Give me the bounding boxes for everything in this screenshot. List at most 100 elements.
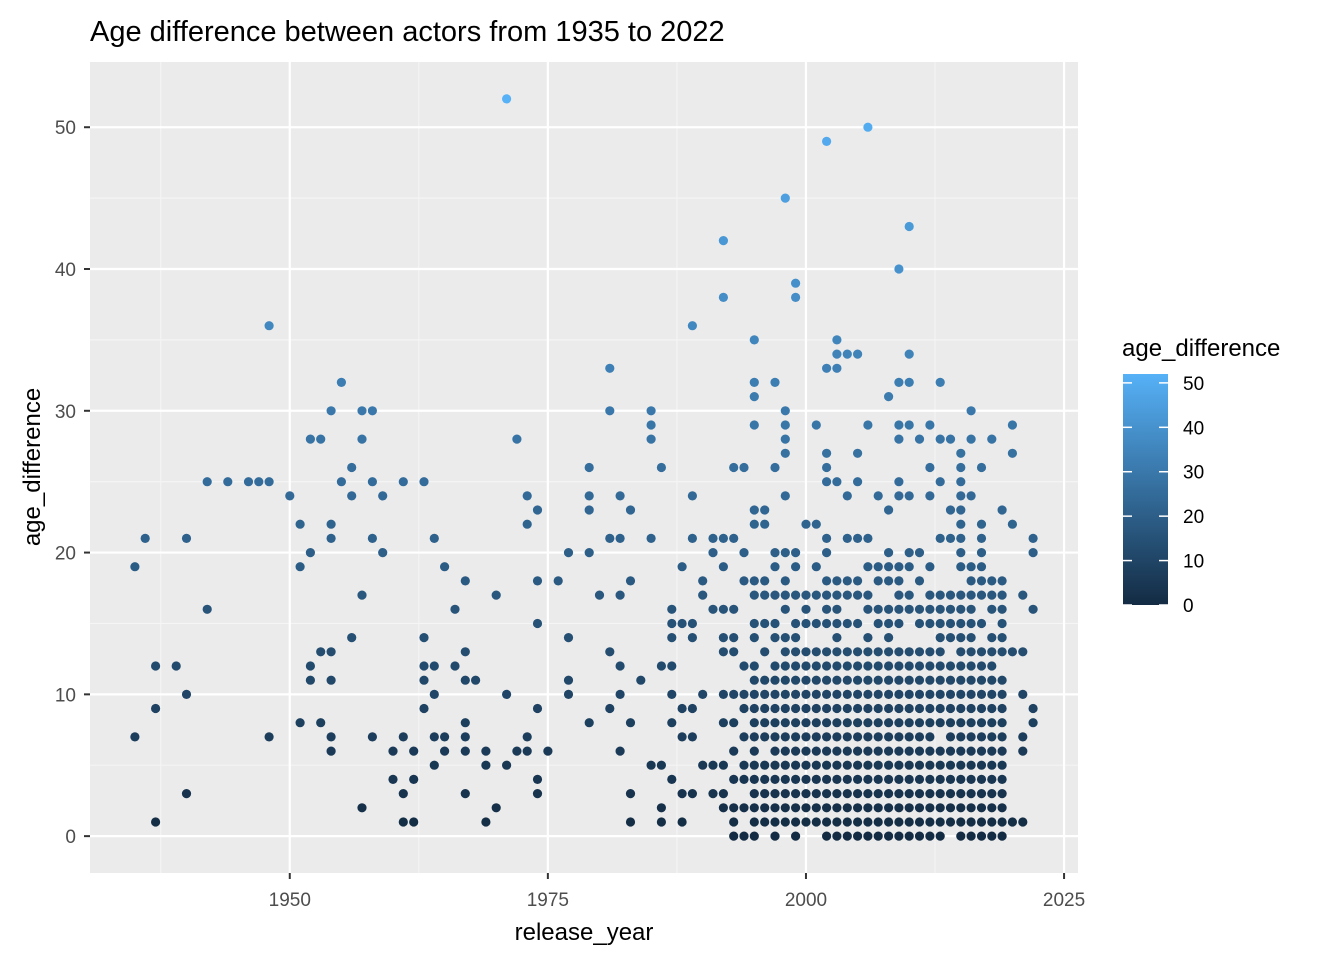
data-point: [584, 462, 594, 473]
data-point: [780, 604, 790, 614]
data-point: [729, 633, 739, 643]
data-point: [997, 604, 1007, 614]
data-point: [791, 548, 801, 558]
data-point: [656, 817, 667, 827]
data-point: [749, 675, 759, 685]
data-point: [976, 661, 987, 671]
data-point: [935, 618, 945, 629]
data-point: [718, 533, 729, 544]
data-point: [997, 817, 1007, 827]
data-point: [729, 746, 739, 756]
data-point: [770, 703, 780, 714]
y-axis-label: age_difference: [19, 388, 46, 546]
data-point: [254, 477, 264, 487]
data-point: [811, 703, 821, 714]
data-point: [749, 718, 759, 728]
data-point: [894, 491, 904, 501]
data-point: [935, 803, 945, 813]
data-point: [873, 718, 883, 728]
data-point: [687, 533, 698, 544]
data-point: [605, 406, 615, 416]
data-point: [811, 760, 821, 770]
data-point: [966, 618, 976, 629]
data-point: [563, 689, 574, 700]
data-point: [729, 647, 739, 657]
data-point: [749, 392, 759, 402]
data-point: [791, 746, 801, 756]
data-point: [853, 746, 863, 756]
data-point: [956, 562, 966, 572]
data-point: [770, 732, 780, 742]
data-point: [264, 477, 274, 487]
data-point: [904, 760, 914, 770]
data-point: [842, 689, 852, 700]
data-point: [749, 335, 759, 345]
data-point: [522, 491, 532, 501]
data-point: [884, 732, 894, 742]
data-point: [770, 746, 780, 756]
data-point: [873, 661, 883, 671]
data-point: [987, 803, 997, 813]
data-point: [811, 420, 821, 430]
data-point: [708, 548, 718, 558]
data-point: [894, 774, 904, 785]
data-point: [863, 803, 873, 813]
data-point: [718, 718, 729, 728]
data-point: [832, 774, 842, 785]
data-point: [976, 647, 987, 657]
data-point: [945, 590, 956, 600]
data-point: [894, 618, 904, 629]
data-point: [791, 789, 801, 799]
data-point: [563, 548, 574, 558]
data-point: [326, 406, 336, 416]
y-tick-label: 20: [55, 544, 76, 565]
data-point: [326, 746, 336, 756]
data-point: [832, 817, 842, 827]
data-point: [956, 689, 966, 700]
data-point: [925, 732, 935, 742]
data-point: [460, 718, 470, 728]
data-point: [925, 718, 935, 728]
data-point: [739, 760, 749, 770]
data-point: [760, 817, 770, 827]
data-point: [760, 647, 770, 657]
data-point: [749, 689, 759, 700]
data-point: [811, 647, 821, 657]
data-point: [904, 548, 914, 558]
data-point: [584, 505, 594, 515]
data-point: [976, 590, 987, 600]
data-point: [811, 618, 821, 629]
data-point: [625, 718, 636, 728]
data-point: [904, 703, 914, 714]
data-point: [894, 562, 904, 572]
data-point: [904, 604, 914, 614]
data-point: [398, 817, 408, 827]
data-point: [409, 746, 419, 756]
data-point: [832, 703, 842, 714]
data-point: [563, 675, 574, 685]
data-point: [760, 590, 770, 600]
data-point: [832, 349, 842, 359]
data-point: [925, 661, 935, 671]
data-point: [945, 774, 956, 785]
data-point: [1028, 533, 1038, 544]
data-point: [522, 732, 532, 742]
data-point: [997, 505, 1007, 515]
data-point: [295, 718, 305, 728]
data-point: [605, 703, 615, 714]
data-point: [130, 732, 140, 742]
data-point: [440, 732, 450, 742]
data-point: [822, 817, 832, 827]
data-point: [388, 746, 398, 756]
data-point: [904, 420, 914, 430]
data-point: [791, 618, 801, 629]
data-point: [460, 746, 470, 756]
data-point: [832, 803, 842, 813]
data-point: [729, 817, 739, 827]
data-point: [760, 618, 770, 629]
data-point: [801, 618, 811, 629]
data-point: [956, 760, 966, 770]
data-point: [853, 576, 863, 586]
data-point: [956, 789, 966, 799]
data-point: [811, 732, 821, 742]
